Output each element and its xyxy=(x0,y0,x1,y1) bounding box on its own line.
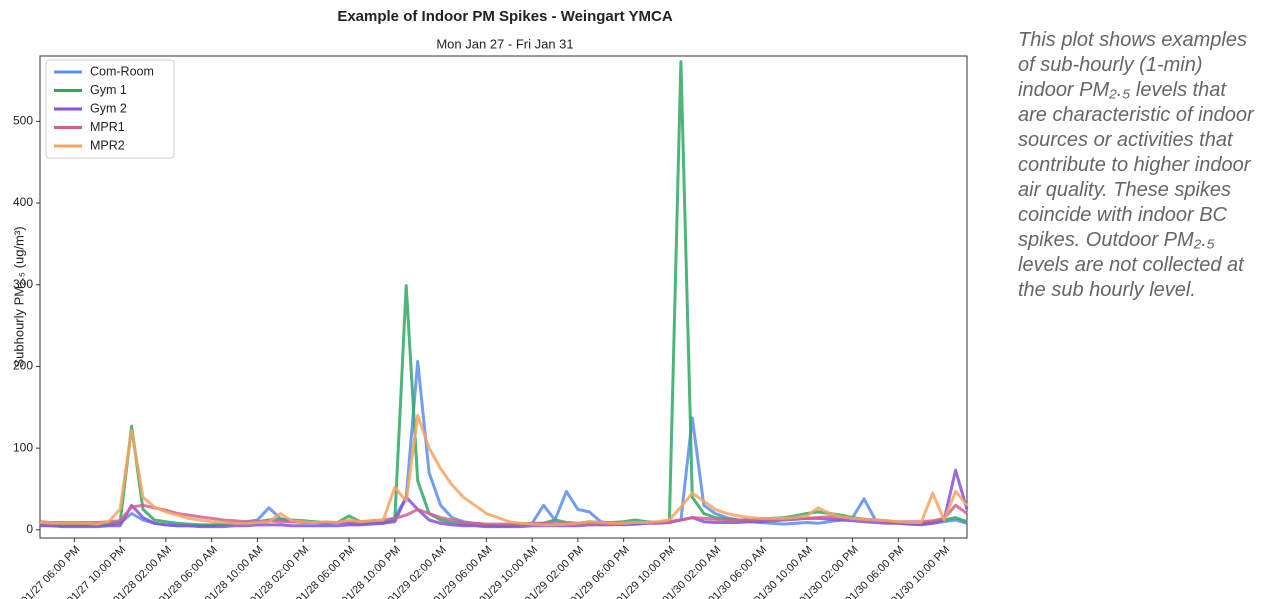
y-tick-label: 200 xyxy=(13,359,33,373)
y-tick-label: 300 xyxy=(13,277,33,291)
legend-label: MPR2 xyxy=(90,138,125,152)
y-tick-label: 500 xyxy=(13,114,33,128)
legend-label: Com-Room xyxy=(90,64,154,78)
chart: Example of Indoor PM Spikes - Weingart Y… xyxy=(11,8,969,599)
legend-label: Gym 1 xyxy=(90,83,127,97)
chart-subtitle: Mon Jan 27 - Fri Jan 31 xyxy=(436,36,573,51)
series-line xyxy=(39,503,968,526)
legend-label: Gym 2 xyxy=(90,101,127,115)
plot-frame xyxy=(39,55,968,539)
series-line xyxy=(39,414,969,527)
description: This plot shows examples of sub-hourly (… xyxy=(1018,29,1254,301)
y-tick-label: 0 xyxy=(26,522,33,536)
y-axis-label: Subhourly PM₂.₅ (ug/m³) xyxy=(11,226,26,367)
chart-title: Example of Indoor PM Spikes - Weingart Y… xyxy=(337,8,672,25)
y-tick-label: 100 xyxy=(13,440,33,454)
series-line xyxy=(39,360,968,528)
legend-label: MPR1 xyxy=(90,120,125,134)
legend-box xyxy=(45,59,175,159)
series-line xyxy=(39,60,968,528)
y-tick-label: 400 xyxy=(13,195,33,209)
